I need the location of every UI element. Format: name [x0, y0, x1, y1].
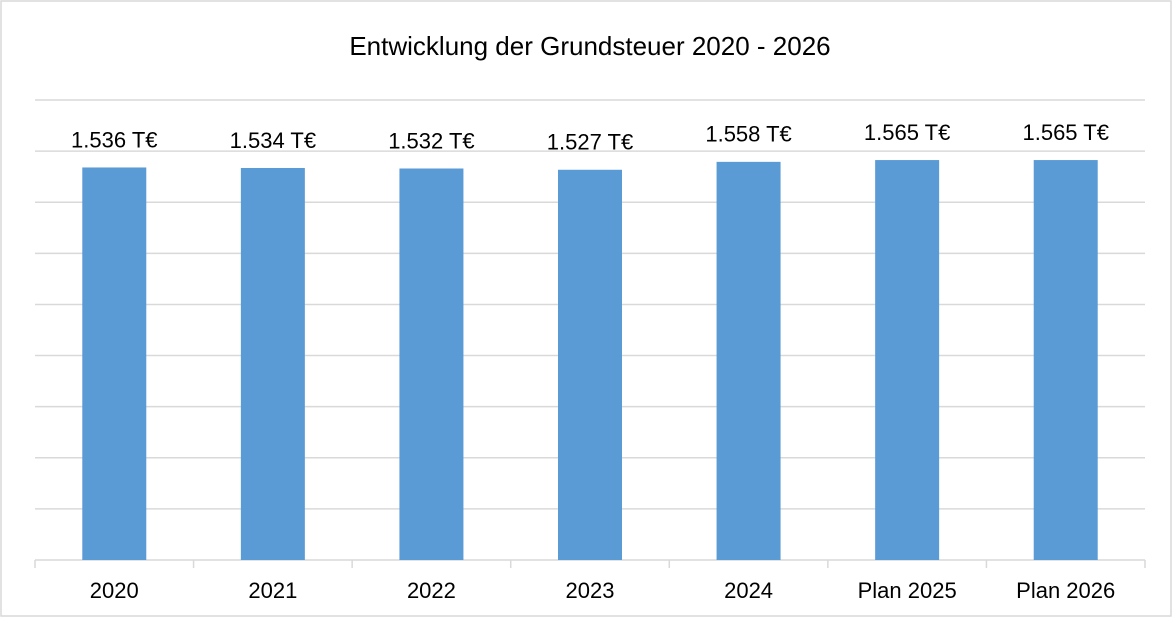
x-tick-label: 2022 — [407, 578, 456, 603]
value-label: 1.536 T€ — [71, 127, 157, 152]
bar — [558, 169, 622, 560]
x-tick-label: 2021 — [248, 578, 297, 603]
value-label: 1.558 T€ — [705, 122, 791, 147]
value-label: 1.565 T€ — [1022, 120, 1108, 145]
value-label: 1.527 T€ — [547, 130, 633, 155]
bar — [399, 168, 464, 560]
chart-title: Entwicklung der Grundsteuer 2020 - 2026 — [349, 31, 830, 61]
x-tick-label: 2020 — [90, 578, 139, 603]
bar — [1033, 160, 1098, 561]
x-tick-label: 2023 — [566, 578, 615, 603]
value-label: 1.532 T€ — [388, 128, 474, 153]
bar — [716, 161, 781, 560]
bar — [875, 160, 940, 561]
bar — [82, 167, 147, 560]
value-label: 1.534 T€ — [230, 128, 316, 153]
x-tick-label: 2024 — [724, 578, 773, 603]
x-tick-label: Plan 2026 — [1016, 578, 1115, 603]
x-tick-label: Plan 2025 — [858, 578, 957, 603]
bar — [240, 167, 305, 560]
value-label: 1.565 T€ — [864, 120, 950, 145]
